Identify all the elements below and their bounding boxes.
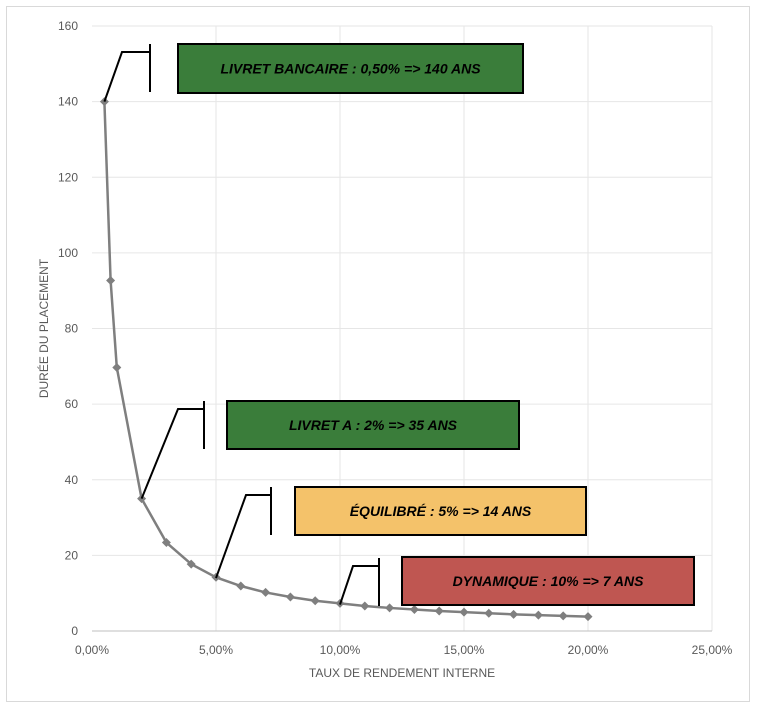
grid — [92, 25, 713, 631]
callout-leaders — [103, 44, 380, 606]
x-tick-label: 5,00% — [199, 643, 233, 657]
y-axis-title: DURÉE DU PLACEMENT — [36, 258, 51, 398]
callout-leader — [140, 408, 204, 500]
data-point — [285, 592, 295, 602]
data-point — [360, 601, 370, 611]
data-point — [261, 587, 271, 597]
callout-leader — [103, 51, 150, 102]
x-tick-label: 10,00% — [320, 643, 361, 657]
x-tick-label: 25,00% — [692, 643, 733, 657]
callout-box — [226, 400, 520, 450]
data-point — [112, 362, 122, 372]
callout-label: LIVRET BANCAIRE : 0,50% => 140 ANS — [220, 61, 481, 77]
data-point — [385, 603, 395, 613]
callouts: LIVRET BANCAIRE : 0,50% => 140 ANS LIVRET… — [177, 43, 695, 606]
data-point — [533, 610, 543, 620]
callout-box — [177, 43, 524, 94]
data-point — [484, 608, 494, 618]
callout-label: DYNAMIQUE : 10% => 7 ANS — [453, 573, 645, 589]
callout-box — [401, 556, 695, 606]
series — [99, 97, 593, 622]
data-point — [409, 604, 419, 614]
callout-leader — [215, 494, 271, 579]
callout-leader — [339, 565, 379, 605]
data-point — [161, 538, 171, 548]
data-point — [583, 612, 593, 622]
y-tick-label: 0 — [71, 624, 78, 638]
callout-label: LIVRET A : 2% => 35 ANS — [289, 417, 458, 433]
x-tick-label: 20,00% — [568, 643, 609, 657]
y-tick-label: 100 — [58, 246, 78, 260]
axes: 0 20 40 60 80 100 120 140 160 0,00% 5,00% 10,00% 15,… — [58, 19, 733, 657]
data-point — [106, 275, 116, 285]
series-line — [103, 101, 589, 618]
y-tick-label: 40 — [65, 473, 79, 487]
y-tick-label: 60 — [65, 397, 79, 411]
data-point — [236, 581, 246, 591]
data-point — [434, 606, 444, 616]
data-point — [558, 611, 568, 621]
data-point — [509, 609, 519, 619]
data-point — [186, 559, 196, 569]
x-axis-title: TAUX DE RENDEMENT INTERNE — [309, 666, 495, 680]
callout-box — [294, 486, 587, 536]
callout-label: ÉQUILIBRÉ : 5% => 14 ANS — [350, 503, 532, 519]
y-tick-label: 120 — [58, 170, 78, 184]
y-tick-label: 80 — [65, 322, 79, 336]
y-tick-label: 20 — [65, 548, 79, 562]
y-tick-label: 140 — [58, 95, 78, 109]
data-point — [459, 607, 469, 617]
y-tick-label: 160 — [58, 19, 78, 33]
data-point — [310, 596, 320, 606]
x-tick-label: 0,00% — [75, 643, 109, 657]
x-tick-label: 15,00% — [444, 643, 485, 657]
